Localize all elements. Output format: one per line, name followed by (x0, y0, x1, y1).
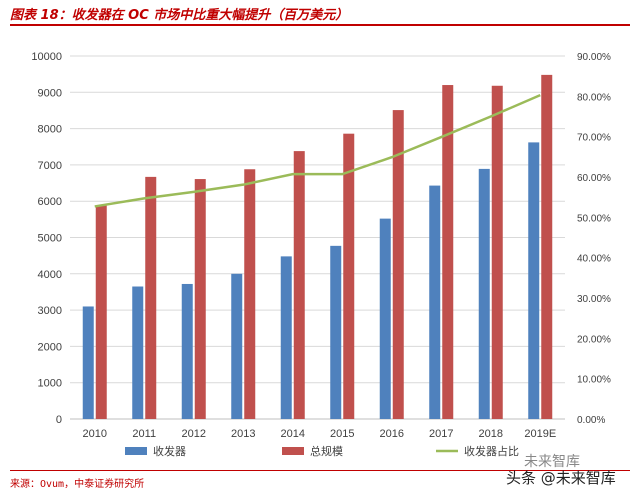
footer-divider (10, 470, 630, 471)
y2-tick-label: 70.00% (577, 133, 611, 144)
y-tick-label: 5000 (38, 233, 62, 245)
y-tick-label: 9000 (38, 87, 62, 99)
x-tick-label: 2017 (429, 428, 453, 440)
bar (293, 151, 305, 419)
bar (194, 179, 206, 419)
bar (379, 218, 391, 419)
x-tick-label: 2014 (281, 428, 305, 440)
y-tick-label: 7000 (38, 160, 62, 172)
bar (145, 176, 157, 419)
legend: 收发器 总规模 收发器占比 (125, 444, 519, 458)
x-tick-label: 2018 (479, 428, 503, 440)
x-tick-label: 2015 (330, 428, 354, 440)
y2-tick-label: 80.00% (577, 92, 611, 103)
bar (244, 169, 256, 419)
watermark: 头条 @未来智库 (506, 469, 616, 487)
y-tick-label: 2000 (38, 341, 62, 353)
bar (429, 185, 441, 419)
bar (181, 283, 193, 419)
x-tick-label: 2016 (380, 428, 404, 440)
bar (231, 273, 243, 419)
y2-tick-label: 40.00% (577, 254, 611, 265)
y2-tick-label: 30.00% (577, 294, 611, 305)
y2-tick-label: 60.00% (577, 173, 611, 184)
y-tick-label: 8000 (38, 124, 62, 136)
y2-tick-label: 20.00% (577, 334, 611, 345)
x-tick-label: 2019E (524, 428, 556, 440)
ratio-line-path (94, 93, 541, 208)
left-axis-ticks: 0 1000 2000 3000 4000 5000 6000 7000 8000 9000 100… (31, 51, 62, 426)
bar (330, 245, 342, 419)
x-tick-label: 2012 (182, 428, 206, 440)
ratio-line (94, 93, 541, 208)
bars (82, 74, 553, 420)
bar (132, 286, 144, 419)
bar (280, 256, 292, 419)
y2-tick-label: 50.00% (577, 213, 611, 224)
bar (82, 306, 94, 419)
x-tick-label: 2010 (83, 428, 107, 440)
x-tick-label: 2013 (231, 428, 255, 440)
legend-label: 收发器占比 (464, 444, 519, 458)
y-tick-label: 10000 (31, 51, 62, 63)
bar (478, 168, 490, 419)
legend-label: 总规模 (310, 444, 343, 458)
y-tick-label: 4000 (38, 269, 62, 281)
bar (491, 85, 503, 420)
y2-tick-label: 10.00% (577, 375, 611, 386)
bar (442, 85, 454, 419)
gridlines (70, 55, 565, 420)
legend-swatch (282, 447, 304, 455)
bar (343, 133, 355, 419)
x-tick-label: 2011 (132, 428, 156, 440)
title-divider (10, 24, 630, 26)
y-tick-label: 0 (56, 414, 62, 426)
right-axis-ticks: 0.00% 10.00% 20.00% 30.00% 40.00% 50.00% 60.00… (577, 52, 611, 426)
y-tick-label: 1000 (38, 378, 62, 390)
legend-label: 收发器 (153, 444, 186, 458)
legend-swatch (125, 447, 147, 455)
bar (95, 205, 107, 419)
x-axis-ticks: 2010 2011 2012 2013 2014 2015 2016 2017 2018 2019… (83, 428, 557, 440)
y2-tick-label: 90.00% (577, 52, 611, 63)
chart-title: 图表 18：收发器在 OC 市场中比重大幅提升（百万美元） (10, 8, 349, 23)
bar (528, 142, 540, 420)
y2-tick-label: 0.00% (577, 415, 605, 426)
source-note: 来源：Ovum，中泰证券研究所 (10, 479, 145, 490)
bar (541, 74, 553, 419)
bar (392, 110, 404, 419)
y-tick-label: 3000 (38, 305, 62, 317)
y-tick-label: 6000 (38, 196, 62, 208)
watermark-logo-text: 未来智库 (524, 454, 580, 470)
